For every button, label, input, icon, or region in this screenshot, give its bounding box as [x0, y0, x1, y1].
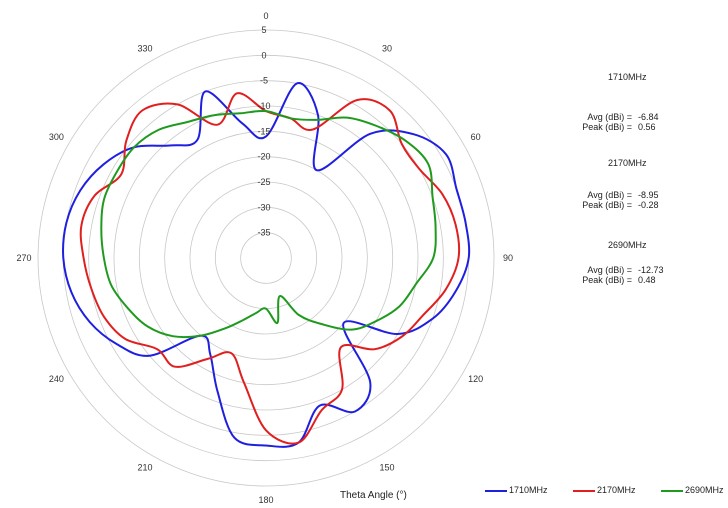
grid-circle	[37, 29, 495, 487]
grid-circle	[88, 80, 444, 436]
avg-value: -12.73	[638, 265, 664, 275]
grid-circle	[62, 54, 470, 462]
grid-circle	[113, 105, 419, 411]
angle-tick-label: 210	[137, 463, 152, 473]
legend-item-1710: 1710MHz	[485, 485, 548, 495]
avg-label: Avg (dBi) =	[587, 112, 632, 122]
polar-grid	[37, 29, 495, 487]
grid-circle	[138, 130, 394, 386]
polar-chart: 5 0 -5 -10 -15 -20 -25 -30 -35 0 30 60 90 120 150 180 21…	[16, 11, 513, 505]
radial-tick-label: 5	[261, 25, 266, 35]
stats-peak-2690: Peak (dBi) = 0.48	[560, 275, 656, 285]
peak-label: Peak (dBi) =	[582, 275, 632, 285]
legend-label: 2170MHz	[597, 485, 636, 495]
angle-tick-label: 0	[263, 11, 268, 21]
angle-tick-label: 120	[468, 374, 483, 384]
angle-tick-label: 300	[49, 132, 64, 142]
stats-peak-2170: Peak (dBi) = -0.28	[560, 200, 659, 210]
avg-label: Avg (dBi) =	[587, 265, 632, 275]
theta-axis-label: Theta Angle (°)	[340, 490, 407, 501]
peak-label: Peak (dBi) =	[582, 122, 632, 132]
angle-tick-label: 270	[16, 253, 31, 263]
avg-label: Avg (dBi) =	[587, 190, 632, 200]
grid-circle	[214, 206, 318, 310]
radial-tick-label: -30	[257, 202, 270, 212]
avg-value: -8.95	[638, 190, 659, 200]
legend-swatch	[485, 489, 507, 492]
grid-circle	[189, 181, 343, 335]
stats-avg-1710: Avg (dBi) = -6.84	[560, 112, 659, 122]
angle-tick-label: 60	[471, 132, 481, 142]
legend-label: 1710MHz	[509, 485, 548, 495]
peak-value: -0.28	[638, 200, 659, 210]
peak-label: Peak (dBi) =	[582, 200, 632, 210]
angle-tick-label: 150	[379, 463, 394, 473]
legend-swatch	[573, 489, 595, 492]
angle-tick-label: 240	[49, 374, 64, 384]
legend-swatch	[661, 489, 683, 492]
series-trace-2690MHz	[100, 109, 437, 339]
radial-tick-label: -15	[257, 126, 270, 136]
series-trace-2170MHz	[79, 92, 461, 445]
legend: 1710MHz 2170MHz 2690MHz	[485, 485, 728, 499]
stats-avg-2690: Avg (dBi) = -12.73	[560, 265, 664, 275]
series-trace-1710MHz	[62, 82, 471, 448]
radial-tick-label: -20	[257, 152, 270, 162]
stats-avg-2170: Avg (dBi) = -8.95	[560, 190, 659, 200]
legend-item-2690: 2690MHz	[661, 485, 724, 495]
radial-tick-label: -10	[257, 101, 270, 111]
legend-item-2170: 2170MHz	[573, 485, 636, 495]
legend-label: 2690MHz	[685, 485, 724, 495]
radial-tick-label: -25	[257, 177, 270, 187]
stats-freq-2170: 2170MHz	[608, 158, 647, 168]
peak-value: 0.48	[638, 275, 656, 285]
stats-freq-2690: 2690MHz	[608, 240, 647, 250]
polar-tick-labels: 5 0 -5 -10 -15 -20 -25 -30 -35 0 30 60 90 120 150 180 21…	[16, 11, 513, 505]
radial-tick-label: -35	[257, 228, 270, 238]
stats-freq-1710: 1710MHz	[608, 72, 647, 82]
polar-traces	[62, 82, 471, 448]
stats-peak-1710: Peak (dBi) = 0.56	[560, 122, 656, 132]
avg-value: -6.84	[638, 112, 659, 122]
peak-value: 0.56	[638, 122, 656, 132]
grid-circle	[240, 232, 292, 284]
radial-tick-label: -5	[260, 76, 268, 86]
grid-circle	[164, 156, 368, 360]
angle-tick-label: 330	[137, 43, 152, 53]
angle-tick-label: 90	[503, 253, 513, 263]
angle-tick-label: 30	[382, 43, 392, 53]
radial-tick-label: 0	[261, 50, 266, 60]
angle-tick-label: 180	[258, 495, 273, 505]
